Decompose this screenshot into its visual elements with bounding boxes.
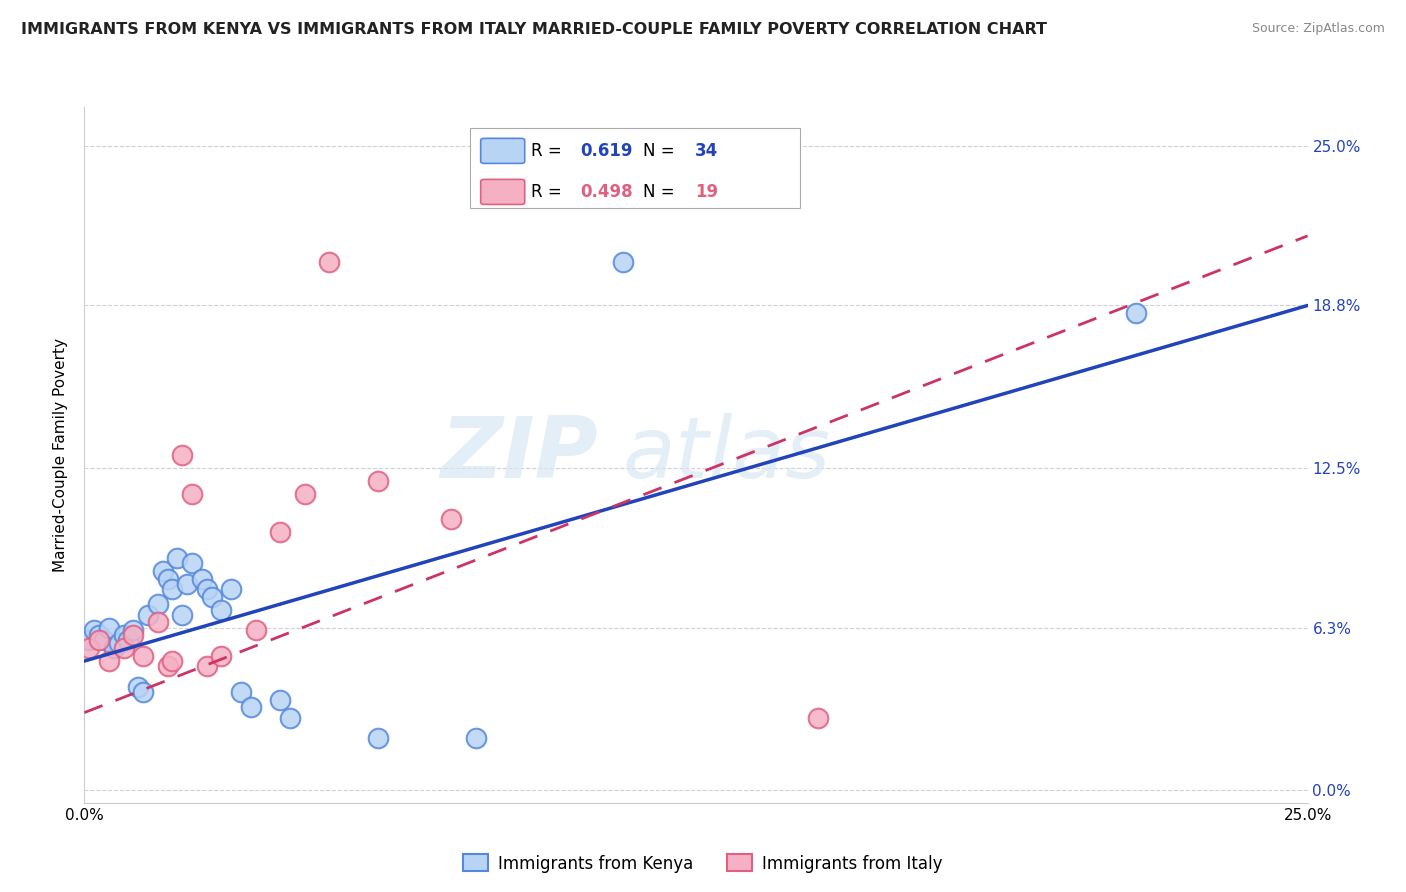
Point — [191, 572, 214, 586]
Point — [367, 474, 389, 488]
Point — [132, 685, 155, 699]
Point — [146, 598, 169, 612]
Point — [103, 641, 125, 656]
Text: R =: R = — [531, 142, 567, 160]
Y-axis label: Married-Couple Family Poverty: Married-Couple Family Poverty — [53, 338, 69, 572]
Point — [83, 623, 105, 637]
Point — [87, 628, 110, 642]
Point — [229, 685, 252, 699]
Point — [172, 607, 194, 622]
Text: IMMIGRANTS FROM KENYA VS IMMIGRANTS FROM ITALY MARRIED-COUPLE FAMILY POVERTY COR: IMMIGRANTS FROM KENYA VS IMMIGRANTS FROM… — [21, 22, 1047, 37]
Text: R =: R = — [531, 183, 567, 201]
Point — [294, 486, 316, 500]
Text: 0.619: 0.619 — [579, 142, 633, 160]
Point — [269, 692, 291, 706]
Point — [612, 254, 634, 268]
Text: 34: 34 — [695, 142, 718, 160]
Point — [269, 525, 291, 540]
Point — [239, 700, 262, 714]
Point — [162, 654, 184, 668]
Point — [77, 633, 100, 648]
Point — [166, 551, 188, 566]
Point — [245, 623, 267, 637]
Point — [1125, 306, 1147, 320]
Point — [97, 621, 120, 635]
Point — [77, 641, 100, 656]
Point — [97, 654, 120, 668]
Point — [209, 602, 232, 616]
Point — [195, 659, 218, 673]
FancyBboxPatch shape — [470, 128, 800, 208]
Point — [278, 711, 301, 725]
FancyBboxPatch shape — [481, 138, 524, 163]
Point — [200, 590, 222, 604]
Point — [195, 582, 218, 596]
Point — [367, 731, 389, 746]
FancyBboxPatch shape — [481, 179, 524, 204]
Point — [464, 731, 486, 746]
Point — [152, 564, 174, 578]
Text: 19: 19 — [695, 183, 718, 201]
Point — [127, 680, 149, 694]
Point — [107, 636, 129, 650]
Text: Source: ZipAtlas.com: Source: ZipAtlas.com — [1251, 22, 1385, 36]
Text: N =: N = — [644, 142, 681, 160]
Point — [156, 659, 179, 673]
Point — [807, 711, 830, 725]
Point — [136, 607, 159, 622]
Point — [87, 633, 110, 648]
Point — [181, 556, 204, 570]
Point — [219, 582, 242, 596]
Point — [440, 512, 463, 526]
Point — [318, 254, 340, 268]
Point — [112, 628, 135, 642]
Point — [176, 576, 198, 591]
Point — [146, 615, 169, 630]
Legend: Immigrants from Kenya, Immigrants from Italy: Immigrants from Kenya, Immigrants from I… — [457, 847, 949, 880]
Point — [172, 448, 194, 462]
Point — [156, 572, 179, 586]
Point — [122, 623, 145, 637]
Text: 0.498: 0.498 — [579, 183, 633, 201]
Text: ZIP: ZIP — [440, 413, 598, 497]
Text: N =: N = — [644, 183, 681, 201]
Point — [209, 648, 232, 663]
Point — [132, 648, 155, 663]
Point — [93, 633, 115, 648]
Point — [181, 486, 204, 500]
Text: atlas: atlas — [623, 413, 831, 497]
Point — [162, 582, 184, 596]
Point — [112, 641, 135, 656]
Point — [117, 633, 139, 648]
Point — [122, 628, 145, 642]
